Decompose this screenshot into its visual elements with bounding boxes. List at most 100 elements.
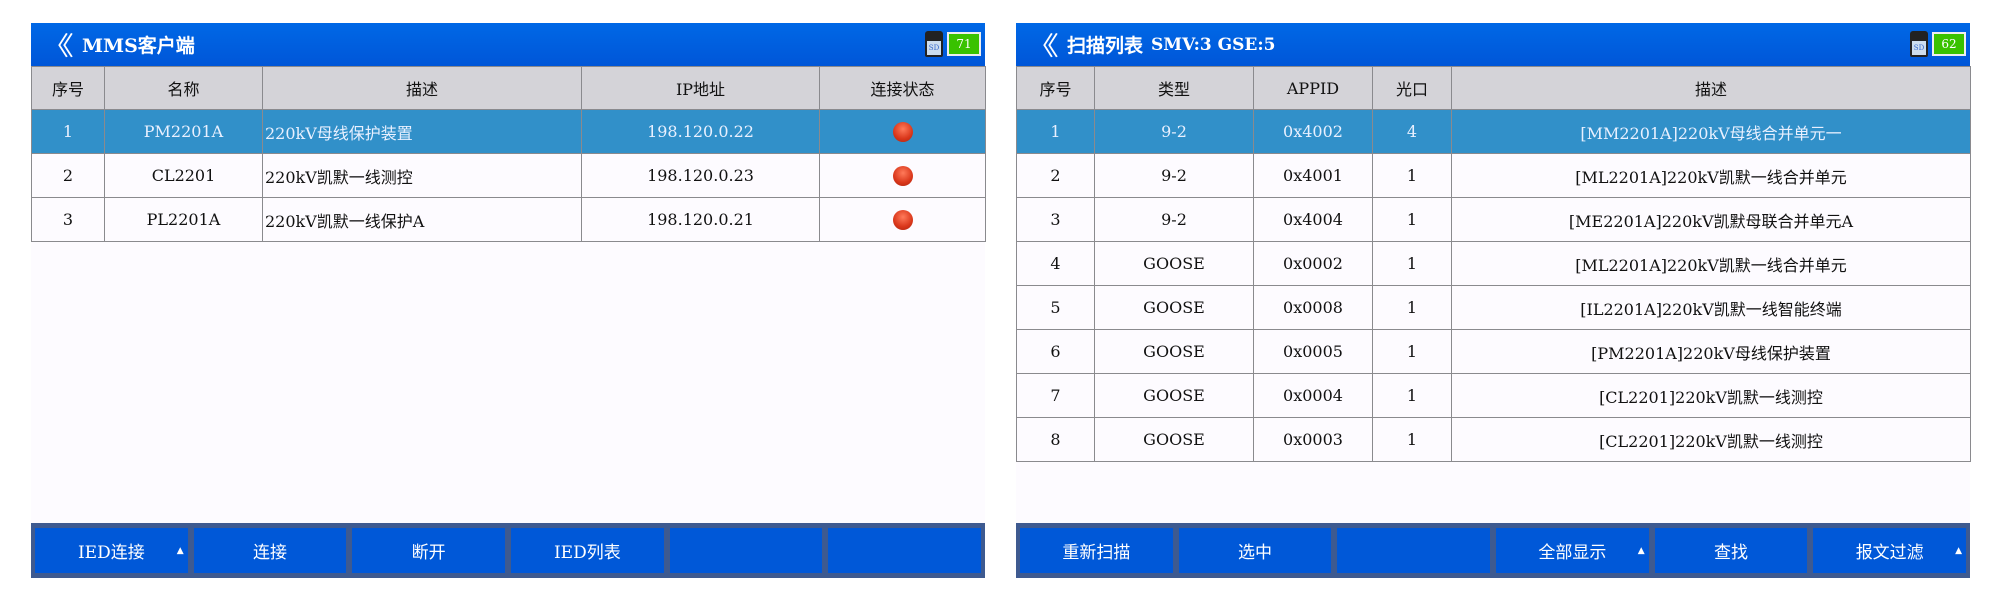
- column-header[interactable]: 名称: [104, 66, 263, 110]
- table-row[interactable]: 3 9-2 0x4004 1 [ME2201A]220kV凯默母联合并单元A: [1016, 197, 1971, 242]
- table-row[interactable]: 1 PM2201A 220kV母线保护装置 198.120.0.22: [31, 109, 986, 154]
- column-header[interactable]: 描述: [262, 66, 582, 110]
- cell-desc: [MM2201A]220kV母线合并单元一: [1451, 109, 1971, 154]
- cell-no: 7: [1016, 373, 1095, 418]
- status-dot-icon: [892, 121, 913, 142]
- toolbar-button[interactable]: [669, 528, 823, 573]
- scan-counts: SMV:3 GSE:5: [1151, 34, 1276, 55]
- cell-no: 1: [1016, 109, 1095, 154]
- cell-no: 6: [1016, 329, 1095, 374]
- status-dot-icon: [892, 165, 913, 186]
- toolbar-button[interactable]: [828, 528, 982, 573]
- table-row[interactable]: 3 PL2201A 220kV凯默一线保护A 198.120.0.21: [31, 197, 986, 242]
- cell-port: 4: [1372, 109, 1452, 154]
- scan-table: 序号 类型 APPID 光口 描述 1 9-2 0x4002 4 [MM2201A]220kV母线…: [1016, 66, 1971, 462]
- title-bar: 〈〈 MMS客户端 71: [31, 23, 985, 66]
- sd-card-icon: [1910, 31, 1928, 57]
- toolbar-button[interactable]: 连接: [193, 528, 347, 573]
- table-row[interactable]: 2 9-2 0x4001 1 [ML2201A]220kV凯默一线合并单元: [1016, 153, 1971, 198]
- cell-type: 9-2: [1094, 197, 1254, 242]
- column-header[interactable]: 光口: [1372, 66, 1452, 110]
- back-icon[interactable]: 〈〈: [1028, 32, 1059, 62]
- cell-no: 3: [1016, 197, 1095, 242]
- toolbar-button[interactable]: IED列表: [511, 528, 664, 573]
- button-label: 查找: [1714, 543, 1749, 563]
- cell-status: [819, 197, 986, 242]
- ied-table: 序号 名称 描述 IP地址 连接状态 1 PM2201A 220kV母线保护装置 198.120…: [31, 66, 986, 242]
- cell-ip: 198.120.0.22: [581, 109, 820, 154]
- cell-appid: 0x0004: [1253, 373, 1373, 418]
- button-bar: 重新扫描 选中 全部显示 ▲ 查找 报文过滤 ▲: [1016, 523, 1970, 578]
- battery-icon: 62: [1932, 32, 1966, 56]
- cell-name: CL2201: [104, 153, 263, 198]
- cell-port: 1: [1372, 329, 1452, 374]
- toolbar-button[interactable]: 断开: [352, 528, 506, 573]
- table-row[interactable]: 1 9-2 0x4002 4 [MM2201A]220kV母线合并单元一: [1016, 109, 1971, 154]
- table-row[interactable]: 5 GOOSE 0x0008 1 [IL2201A]220kV凯默一线智能终端: [1016, 285, 1971, 330]
- cell-desc: [PM2201A]220kV母线保护装置: [1451, 329, 1971, 374]
- cell-no: 5: [1016, 285, 1095, 330]
- cell-desc: [IL2201A]220kV凯默一线智能终端: [1451, 285, 1971, 330]
- cell-port: 1: [1372, 241, 1452, 286]
- cell-desc: [ML2201A]220kV凯默一线合并单元: [1451, 241, 1971, 286]
- cell-appid: 0x0008: [1253, 285, 1373, 330]
- cell-ip: 198.120.0.21: [581, 197, 820, 242]
- toolbar-button[interactable]: 查找: [1654, 528, 1808, 573]
- column-header[interactable]: 描述: [1451, 66, 1971, 110]
- status-dot-icon: [892, 209, 913, 230]
- cell-no: 1: [31, 109, 105, 154]
- battery-icon: 71: [947, 32, 981, 56]
- table-row[interactable]: 6 GOOSE 0x0005 1 [PM2201A]220kV母线保护装置: [1016, 329, 1971, 374]
- title-bar: 〈〈 扫描列表 SMV:3 GSE:5 62: [1016, 23, 1970, 66]
- cell-desc: 220kV凯默一线保护A: [262, 197, 582, 242]
- cell-appid: 0x0003: [1253, 417, 1373, 462]
- page-title: MMS客户端: [82, 35, 195, 57]
- menu-arrow-icon: ▲: [176, 545, 184, 556]
- toolbar-button[interactable]: 重新扫描: [1020, 528, 1173, 573]
- column-header[interactable]: 连接状态: [819, 66, 986, 110]
- toolbar-button[interactable]: 报文过滤 ▲: [1813, 528, 1967, 573]
- cell-port: 1: [1372, 197, 1452, 242]
- cell-appid: 0x4004: [1253, 197, 1373, 242]
- cell-type: GOOSE: [1094, 417, 1254, 462]
- toolbar-button[interactable]: IED连接 ▲: [35, 528, 188, 573]
- cell-type: 9-2: [1094, 153, 1254, 198]
- cell-port: 1: [1372, 373, 1452, 418]
- scan-list-panel: 〈〈 扫描列表 SMV:3 GSE:5 62 序号类型APPID光口描述19-2…: [1016, 23, 1971, 578]
- button-label: 断开: [411, 543, 446, 563]
- table-row[interactable]: 2 CL2201 220kV凯默一线测控 198.120.0.23: [31, 153, 986, 198]
- cell-port: 1: [1372, 153, 1452, 198]
- cell-type: GOOSE: [1094, 373, 1254, 418]
- cell-type: GOOSE: [1094, 241, 1254, 286]
- cell-desc: [CL2201]220kV凯默一线测控: [1451, 373, 1971, 418]
- button-label: IED列表: [553, 543, 621, 563]
- menu-arrow-icon: ▲: [1955, 545, 1963, 556]
- column-header[interactable]: 类型: [1094, 66, 1254, 110]
- cell-name: PM2201A: [104, 109, 263, 154]
- column-header[interactable]: 序号: [31, 66, 105, 110]
- toolbar-button[interactable]: 全部显示 ▲: [1496, 528, 1649, 573]
- button-label: 选中: [1238, 543, 1272, 563]
- cell-no: 2: [31, 153, 105, 198]
- column-header[interactable]: IP地址: [581, 66, 820, 110]
- table-row[interactable]: 8 GOOSE 0x0003 1 [CL2201]220kV凯默一线测控: [1016, 417, 1971, 462]
- sd-card-icon: [925, 31, 943, 57]
- cell-appid: 0x0002: [1253, 241, 1373, 286]
- cell-desc: 220kV母线保护装置: [262, 109, 582, 154]
- cell-appid: 0x0005: [1253, 329, 1373, 374]
- button-label: 报文过滤: [1855, 543, 1924, 563]
- toolbar-button[interactable]: [1337, 528, 1491, 573]
- cell-status: [819, 109, 986, 154]
- cell-desc: 220kV凯默一线测控: [262, 153, 582, 198]
- cell-port: 1: [1372, 417, 1452, 462]
- table-row[interactable]: 7 GOOSE 0x0004 1 [CL2201]220kV凯默一线测控: [1016, 373, 1971, 418]
- column-header[interactable]: 序号: [1016, 66, 1095, 110]
- cell-appid: 0x4002: [1253, 109, 1373, 154]
- toolbar-button[interactable]: 选中: [1178, 528, 1332, 573]
- cell-no: 3: [31, 197, 105, 242]
- back-icon[interactable]: 〈〈: [43, 32, 74, 62]
- cell-no: 2: [1016, 153, 1095, 198]
- table-row[interactable]: 4 GOOSE 0x0002 1 [ML2201A]220kV凯默一线合并单元: [1016, 241, 1971, 286]
- column-header[interactable]: APPID: [1253, 66, 1373, 110]
- cell-type: GOOSE: [1094, 329, 1254, 374]
